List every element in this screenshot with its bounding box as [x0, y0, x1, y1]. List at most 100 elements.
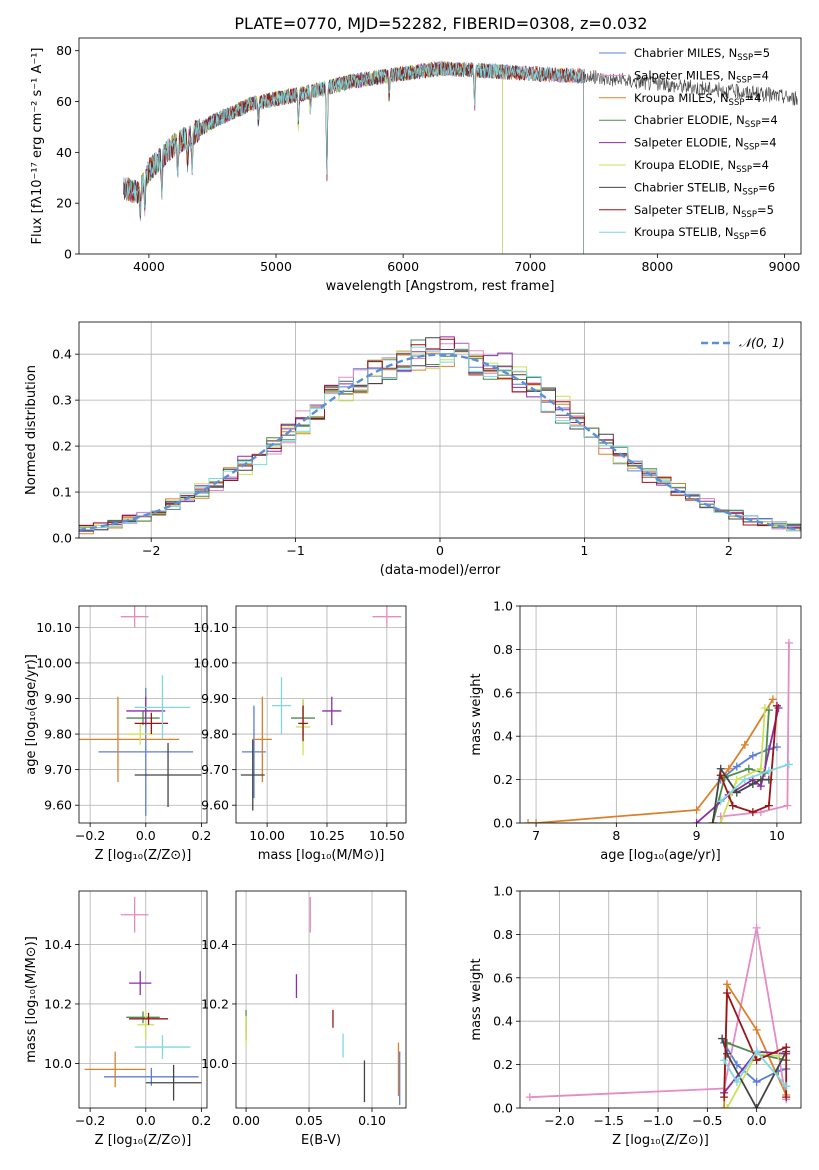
weight-series	[723, 1050, 787, 1087]
weight-marker	[732, 1077, 741, 1086]
plot-area-weight-vs-age	[524, 638, 793, 823]
x-tick-label: 0.2	[191, 828, 211, 843]
weight-marker	[760, 703, 769, 712]
x-tick-label: −1.5	[594, 1113, 624, 1128]
axes-weight-vs-age	[520, 605, 801, 824]
grid-weight-vs-age	[520, 605, 801, 824]
weight-marker	[748, 751, 757, 760]
y-tick-label: 0.0	[493, 816, 513, 831]
legend-entry: Salpeter ELODIE, NSSP=4	[634, 136, 777, 153]
weight-marker	[716, 771, 725, 780]
x-tick-label: 10.25	[309, 828, 345, 843]
y-axis-label: age [log₁₀(age/yr)]	[24, 654, 39, 775]
x-tick-label: 0.0	[747, 1113, 767, 1128]
weight-marker	[716, 819, 725, 823]
legend-entry: Chabrier ELODIE, NSSP=4	[634, 113, 778, 130]
errorbar-point	[79, 696, 180, 783]
x-tick-label: 10	[769, 828, 785, 843]
errorbar-point	[126, 723, 155, 745]
y-tick-label: 0.4	[493, 729, 513, 744]
y-tick-label: 10.0	[201, 1056, 229, 1071]
y-tick-label: 0.8	[493, 927, 513, 942]
x-tick-label: 0.0	[136, 1113, 156, 1128]
y-tick-label: 10.00	[193, 655, 229, 670]
figure-title: PLATE=0770, MJD=52282, FIBERID=0308, z=0…	[234, 14, 647, 33]
y-tick-label: 0.6	[493, 685, 513, 700]
x-tick-label: 0.0	[136, 828, 156, 843]
x-tick-label: 0.05	[295, 1113, 323, 1128]
weight-marker	[752, 1104, 761, 1108]
errorbar-point	[134, 675, 191, 740]
y-tick-label: 0.4	[493, 1014, 513, 1029]
x-tick-label: −1.0	[643, 1113, 673, 1128]
errorbar-point	[240, 739, 265, 811]
weight-marker	[532, 819, 541, 823]
grid-mass-vs-ebv	[236, 891, 406, 1108]
errorbar-point	[322, 696, 342, 726]
spectrum-series	[124, 60, 584, 254]
y-tick-label: 0	[64, 247, 72, 262]
weight-marker	[748, 808, 757, 817]
grid-age-vs-mass	[236, 606, 406, 823]
plot-area-age-vs-mass	[240, 606, 402, 811]
plot-area-mass-vs-Z	[84, 896, 202, 1101]
weight-marker	[740, 775, 749, 784]
y-axis-label: mass weight	[469, 958, 484, 1040]
errorbar-point	[134, 1035, 191, 1059]
y-tick-label: 9.70	[44, 762, 72, 777]
spectrum-legend: Chabrier MILES, NSSP=5 Salpeter MILES, NS…	[599, 46, 778, 242]
x-tick-label: 2	[725, 543, 733, 558]
y-axis-label: mass weight	[469, 673, 484, 755]
y-tick-label: 9.80	[201, 727, 229, 742]
y-tick-label: 0.2	[493, 772, 513, 787]
x-tick-label: 7	[532, 828, 540, 843]
x-tick-label: 10.50	[369, 828, 405, 843]
x-tick-label: 5000	[260, 259, 292, 274]
y-tick-label: 9.60	[201, 798, 229, 813]
axes-frame	[78, 37, 802, 255]
x-tick-label: −1	[286, 543, 304, 558]
weight-marker	[724, 764, 733, 773]
x-tick-label: 1	[580, 543, 588, 558]
weight-marker	[525, 1093, 534, 1102]
weight-series	[719, 707, 766, 823]
axis-spectrum: 4000 5000 6000 7000 8000 9000 0 20 40 60 80 wavelen…	[30, 37, 802, 294]
legend-entry: Kroupa MILES, NSSP=4	[634, 91, 761, 108]
weight-series	[720, 763, 790, 802]
y-tick-label: 9.80	[44, 727, 72, 742]
axes-frame	[235, 890, 407, 1109]
x-axis-label: mass [log₁₀(M/M⊙)]	[258, 848, 385, 863]
y-tick-label: 0.3	[52, 393, 72, 408]
weight-marker	[782, 1043, 791, 1052]
weight-marker	[756, 764, 765, 773]
x-axis-label: Z [log₁₀(Z/Z⊙)]	[612, 1133, 709, 1148]
spectrum-series	[124, 61, 584, 254]
axes-age-vs-mass	[236, 606, 406, 823]
weight-marker	[744, 764, 753, 773]
y-tick-label: 9.70	[201, 762, 229, 777]
y-tick-label: 0.0	[52, 531, 72, 546]
weight-marker	[768, 695, 777, 704]
weight-marker	[756, 775, 765, 784]
grid-weight-vs-Z	[520, 890, 801, 1109]
y-tick-label: 0.2	[52, 439, 72, 454]
x-axis-label: wavelength [Angstrom, rest frame]	[326, 279, 555, 294]
weight-marker	[752, 1047, 761, 1056]
legend-entry: Salpeter MILES, NSSP=4	[634, 68, 769, 85]
y-axis-label: Normed distribution	[24, 365, 39, 495]
weight-marker	[748, 779, 757, 788]
y-tick-label: 80	[56, 43, 72, 58]
y-tick-label: 10.10	[36, 620, 72, 635]
y-tick-label: 10.4	[201, 937, 229, 952]
errorbar-point	[252, 696, 272, 783]
weight-marker	[720, 1093, 729, 1102]
weight-marker	[524, 819, 533, 823]
x-tick-label: 0.2	[191, 1113, 211, 1128]
legend-entry: Kroupa STELIB, NSSP=6	[634, 225, 766, 242]
legend-entry: Chabrier MILES, NSSP=5	[634, 46, 770, 63]
weight-series	[721, 1038, 787, 1108]
x-axis-label: age [log₁₀(age/yr)]	[600, 848, 721, 863]
axis-age-vs-mass: 10.00 10.25 10.50 9.60 9.70 9.80 9.90 10.00 10.1…	[193, 605, 407, 863]
axis-weight-vs-age: 7 8 9 10 0.0 0.2 0.4 0.6 0.8 1.0 age [log₁₀(age/yr…	[469, 599, 802, 863]
